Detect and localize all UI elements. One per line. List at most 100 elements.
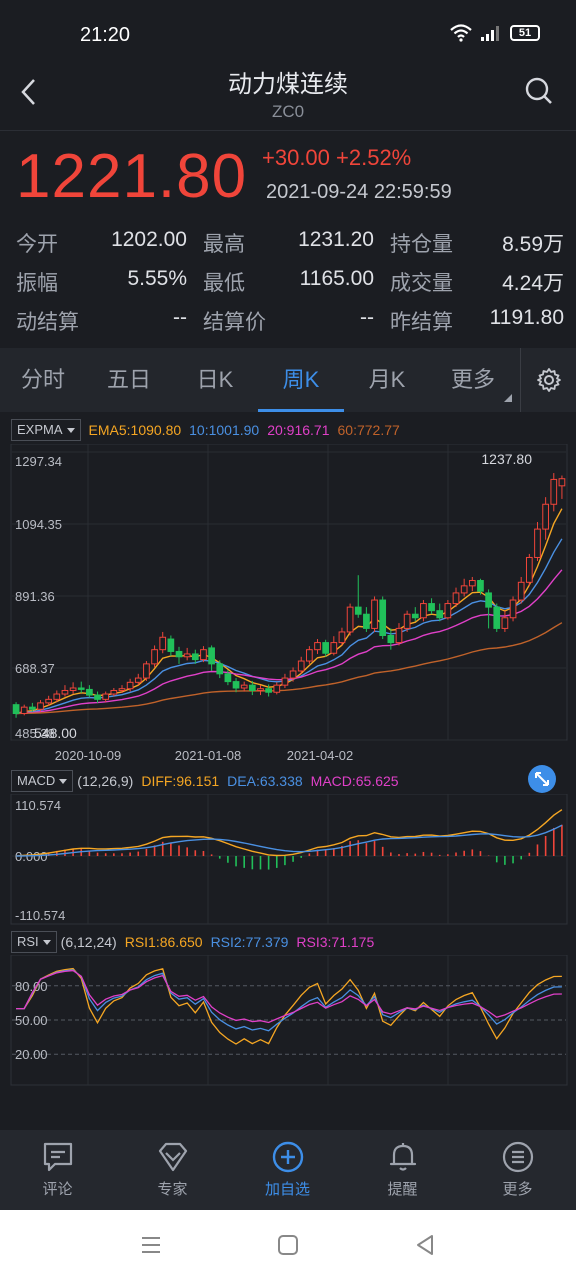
candle-body	[159, 636, 167, 651]
tab-weekly-k[interactable]: 周K	[258, 348, 344, 412]
stat-amplitude: 振幅 5.55%	[16, 266, 187, 295]
candle-body	[363, 613, 370, 629]
wifi-icon	[450, 24, 472, 42]
candle-body	[102, 693, 110, 700]
stat-volume: 成交量 4.24万	[390, 271, 564, 295]
candle-body	[200, 649, 207, 661]
home-icon[interactable]	[277, 1234, 299, 1256]
candle-body	[477, 580, 484, 592]
tab-intraday[interactable]: 分时	[20, 367, 65, 392]
period-tabs: 分时 五日 日K 周K 月K 更多	[0, 348, 576, 412]
chart-settings-button[interactable]	[520, 348, 576, 412]
expand-icon[interactable]	[528, 765, 556, 793]
menu-icon[interactable]	[140, 1234, 162, 1256]
tab-monthly-k[interactable]: 月K	[368, 367, 406, 392]
candle-body	[265, 688, 272, 693]
candlestick-chart[interactable]: 1297.34 1094.35 891.36 688.37 485.38 1237.80 5…	[0, 444, 576, 804]
candle-body	[29, 706, 36, 710]
candle-body	[550, 478, 558, 505]
candle-body	[525, 556, 533, 583]
candle-body	[167, 638, 175, 652]
rsi-frame	[10, 955, 568, 1086]
candle-body	[86, 688, 93, 696]
candle-body	[501, 617, 509, 629]
alert-button[interactable]: 提醒	[345, 1130, 460, 1210]
nav-bar: 动力煤连续 ZC0	[0, 60, 576, 130]
main-indicator-select[interactable]: EXPMA	[11, 419, 81, 441]
stat-prev-settle: 昨结算 1191.80	[390, 305, 564, 334]
stats-row: 振幅 5.55% 最低 1165.00 成交量 4.24万	[16, 262, 564, 301]
candle-body	[460, 585, 468, 594]
add-circle-icon	[272, 1141, 303, 1173]
candle-body	[314, 642, 321, 651]
rsi3-value: RSI3:71.175	[296, 934, 375, 950]
ema20-line	[16, 569, 563, 715]
stats-grid: 今开 1202.00 最高 1231.20 持仓量 8.59万 振幅 5.55% 最低 1…	[16, 223, 564, 340]
x-axis-label: 2020-10-09	[55, 748, 122, 763]
candle-body	[248, 684, 256, 691]
expert-button[interactable]: 专家	[115, 1130, 230, 1210]
chevron-down-icon	[42, 939, 51, 945]
chevron-down-icon	[66, 427, 75, 433]
y-axis-label: 1297.34	[15, 454, 62, 469]
candle-body	[143, 663, 150, 679]
macd-value: MACD:65.625	[310, 773, 399, 789]
candle-body	[216, 663, 224, 675]
price-change: +30.00 +2.52%	[262, 145, 412, 170]
tab-five-day[interactable]: 五日	[106, 367, 151, 392]
ema60-line	[16, 622, 563, 715]
stat-low: 最低 1165.00	[203, 266, 374, 295]
stats-row: 今开 1202.00 最高 1231.20 持仓量 8.59万	[16, 223, 564, 262]
candle-body	[281, 677, 289, 686]
candle-body	[542, 503, 549, 530]
comment-icon	[43, 1142, 72, 1172]
rsi2-value: RSI2:77.379	[210, 934, 289, 950]
dropdown-corner-icon	[504, 394, 512, 402]
candle-body	[403, 613, 411, 629]
macd-params: (12,26,9)	[77, 773, 134, 789]
candle-body	[428, 603, 435, 612]
candle-body	[94, 694, 101, 700]
diamond-icon	[158, 1142, 187, 1172]
macd-indicator-select[interactable]: MACD	[11, 770, 74, 792]
ema10-line	[16, 538, 563, 715]
candle-body	[257, 688, 264, 691]
more-button[interactable]: 更多	[460, 1130, 575, 1210]
rsi-y-label: 20.00	[15, 1047, 48, 1062]
candle-body	[183, 653, 191, 658]
candle-body	[232, 681, 240, 689]
tab-more[interactable]: 更多	[430, 348, 516, 412]
rsi-indicator-select[interactable]: RSI	[11, 931, 57, 953]
candle-body	[273, 684, 281, 693]
macd-y-label: 0.000	[15, 849, 48, 864]
candle-body	[485, 592, 492, 608]
candle-body	[151, 649, 158, 665]
ema5-value: EMA5:1090.80	[88, 422, 182, 438]
tab-daily-k[interactable]: 日K	[196, 367, 234, 392]
search-icon[interactable]	[524, 76, 554, 106]
signal-icon	[481, 26, 499, 41]
candle-body	[509, 599, 517, 619]
status-time: 21:20	[80, 24, 131, 46]
rsi-indicator-bar: RSI (6,12,24) RSI1:86.650 RSI2:77.379 RS…	[11, 931, 374, 953]
candle-body	[175, 650, 183, 658]
candle-body	[110, 689, 118, 695]
comment-button[interactable]: 评论	[0, 1130, 115, 1210]
macd-y-label: -110.574	[15, 908, 65, 923]
back-icon[interactable]	[14, 74, 44, 110]
chart-area: EXPMA EMA5:1090.80 10:1001.90 20:916.71 …	[0, 412, 576, 1132]
add-watchlist-button[interactable]: 加自选	[230, 1130, 345, 1210]
back-nav-icon[interactable]	[414, 1234, 436, 1256]
last-price: 1221.80	[16, 142, 248, 211]
candle-body	[69, 687, 77, 691]
candle-body	[493, 606, 501, 629]
dea-line	[16, 824, 563, 857]
quote-datetime: 2021-09-24 22:59:59	[266, 181, 452, 203]
status-bar: 21:20 51	[0, 0, 576, 60]
candle-body	[411, 613, 419, 619]
gear-icon	[536, 368, 561, 392]
main-indicator-bar: EXPMA EMA5:1090.80 10:1001.90 20:916.71 …	[11, 419, 400, 441]
candle-body	[558, 478, 566, 487]
candle-body	[330, 642, 338, 654]
candle-body	[452, 592, 460, 605]
